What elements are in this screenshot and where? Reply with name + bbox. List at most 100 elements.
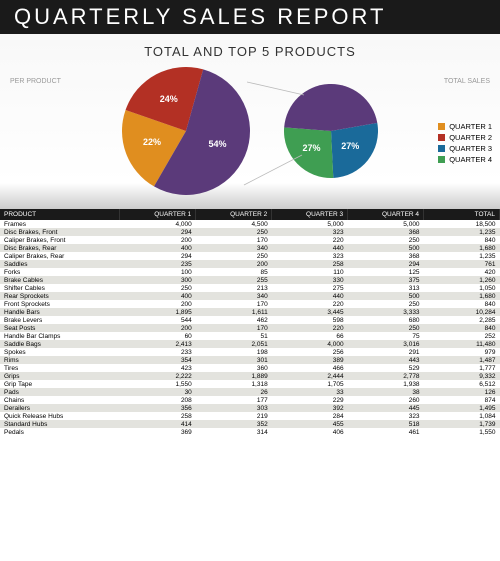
table-cell: 18,500 [424, 220, 500, 228]
table-row: Brake Cables3002553303751,260 [0, 276, 500, 284]
table-cell: 323 [272, 252, 348, 260]
pie-per-product: 22%24%54% [122, 67, 250, 195]
table-row: Shifter Cables2502132753131,050 [0, 284, 500, 292]
table-cell: 1,739 [424, 420, 500, 428]
table-cell: Seat Posts [0, 324, 120, 332]
table-cell: 294 [348, 260, 424, 268]
table-cell: 252 [424, 332, 500, 340]
table-cell: 1,550 [424, 428, 500, 436]
table-cell: 260 [348, 396, 424, 404]
slice-label: 24% [160, 94, 178, 104]
table-cell: 323 [348, 412, 424, 420]
table-cell: Frames [0, 220, 120, 228]
table-cell: 840 [424, 236, 500, 244]
table-cell: 1,938 [348, 380, 424, 388]
table-row: Tires4233604665291,777 [0, 364, 500, 372]
table-cell: 340 [196, 244, 272, 252]
legend-item: QUARTER 3 [438, 144, 492, 153]
table-cell: 1,050 [424, 284, 500, 292]
table-cell: 1,235 [424, 228, 500, 236]
table-cell: 275 [272, 284, 348, 292]
table-cell: 235 [120, 260, 196, 268]
table-row: Rear Sprockets4003404405001,680 [0, 292, 500, 300]
table-cell: 250 [120, 284, 196, 292]
table-cell: Tires [0, 364, 120, 372]
pie-total-sales: 27%27% [284, 84, 378, 178]
legend-label: QUARTER 4 [449, 155, 492, 164]
table-cell: 170 [196, 300, 272, 308]
table-cell: 125 [348, 268, 424, 276]
table-row: Derailers3563033924451,495 [0, 404, 500, 412]
table-cell: Saddle Bags [0, 340, 120, 348]
table-row: Caliper Brakes, Front200170220250840 [0, 236, 500, 244]
table-cell: Derailers [0, 404, 120, 412]
table-cell: 314 [196, 428, 272, 436]
legend-label: QUARTER 2 [449, 133, 492, 142]
table-cell: 10,284 [424, 308, 500, 316]
table-cell: 389 [272, 356, 348, 364]
table-cell: 250 [348, 324, 424, 332]
table-cell: 250 [196, 228, 272, 236]
table-cell: 323 [272, 228, 348, 236]
legend-swatch [438, 134, 445, 141]
table-cell: 213 [196, 284, 272, 292]
table-cell: 1,235 [424, 252, 500, 260]
chart-panel: TOTAL AND TOP 5 PRODUCTS PER PRODUCT TOT… [0, 34, 500, 209]
table-cell: 500 [348, 244, 424, 252]
legend-swatch [438, 156, 445, 163]
table-cell: Rear Sprockets [0, 292, 120, 300]
table-cell: 300 [120, 276, 196, 284]
table-cell: 544 [120, 316, 196, 324]
table-header: PRODUCT [0, 209, 120, 220]
table-cell: 500 [348, 292, 424, 300]
table-cell: Spokes [0, 348, 120, 356]
table-row: Forks10085110125420 [0, 268, 500, 276]
table-cell: Disc Brakes, Front [0, 228, 120, 236]
table-cell: Forks [0, 268, 120, 276]
table-row: Pads30263338126 [0, 388, 500, 396]
table-cell: 466 [272, 364, 348, 372]
legend-label: QUARTER 3 [449, 144, 492, 153]
table-cell: Brake Levers [0, 316, 120, 324]
table-cell: 200 [196, 260, 272, 268]
table-cell: Pads [0, 388, 120, 396]
table-row: Pedals3693144064611,550 [0, 428, 500, 436]
table-cell: 1,705 [272, 380, 348, 388]
table-cell: 220 [272, 324, 348, 332]
table-cell: 200 [120, 324, 196, 332]
table-cell: 518 [348, 420, 424, 428]
table-cell: 208 [120, 396, 196, 404]
table-cell: 360 [196, 364, 272, 372]
table-cell: 455 [272, 420, 348, 428]
table-cell: 414 [120, 420, 196, 428]
table-cell: 1,680 [424, 292, 500, 300]
table-cell: 406 [272, 428, 348, 436]
table-cell: 979 [424, 348, 500, 356]
table-row: Caliper Brakes, Rear2942503233681,235 [0, 252, 500, 260]
table-cell: 284 [272, 412, 348, 420]
table-cell: 2,051 [196, 340, 272, 348]
legend-swatch [438, 123, 445, 130]
table-cell: 6,512 [424, 380, 500, 388]
table-cell: 1,611 [196, 308, 272, 316]
table-cell: 1,260 [424, 276, 500, 284]
table-row: Disc Brakes, Rear4003404405001,680 [0, 244, 500, 252]
table-cell: 5,000 [348, 220, 424, 228]
table-cell: 200 [120, 236, 196, 244]
table-cell: 1,895 [120, 308, 196, 316]
table-cell: 598 [272, 316, 348, 324]
table-row: Seat Posts200170220250840 [0, 324, 500, 332]
table-row: Rims3543013894431,487 [0, 356, 500, 364]
table-cell: 369 [120, 428, 196, 436]
table-cell: 177 [196, 396, 272, 404]
table-cell: 3,016 [348, 340, 424, 348]
table-cell: 66 [272, 332, 348, 340]
table-cell: Saddles [0, 260, 120, 268]
table-cell: 3,445 [272, 308, 348, 316]
table-header: QUARTER 4 [348, 209, 424, 220]
table-header: QUARTER 3 [272, 209, 348, 220]
table-cell: Chains [0, 396, 120, 404]
table-cell: 440 [272, 244, 348, 252]
legend-item: QUARTER 4 [438, 155, 492, 164]
table-cell: 5,000 [272, 220, 348, 228]
